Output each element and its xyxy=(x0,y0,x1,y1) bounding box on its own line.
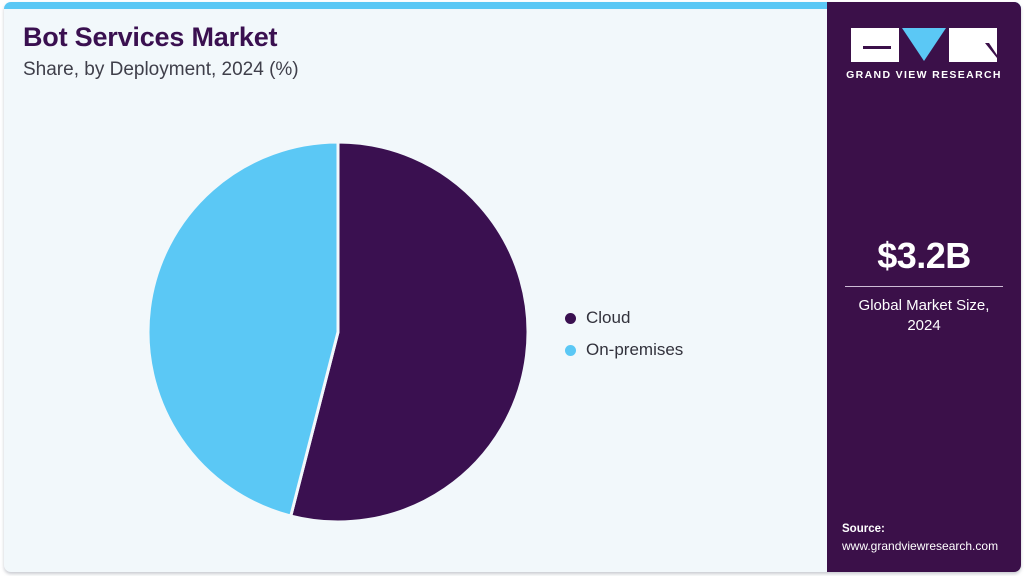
stat-caption: Global Market Size, 2024 xyxy=(858,296,990,334)
pie-slice-cloud[interactable] xyxy=(288,140,530,524)
legend-label: On-premises xyxy=(586,340,684,359)
source-label: Source: xyxy=(842,523,885,536)
market-size-stat: $3.2B Global Market Size, 2024 xyxy=(827,236,1021,336)
legend-item-on-premises[interactable]: On-premises xyxy=(565,334,795,366)
chart-card: Bot Services Market Share, by Deployment… xyxy=(4,2,1021,572)
source-block: Source: www.grandviewresearch.com xyxy=(842,521,1015,554)
legend-swatch-icon xyxy=(565,312,576,324)
top-accent-bar xyxy=(4,2,1021,9)
pie-chart xyxy=(146,140,530,524)
plot-area xyxy=(4,98,827,572)
gvr-logo-icon xyxy=(851,28,997,62)
source-url[interactable]: www.grandviewresearch.com xyxy=(842,538,999,553)
brand-wordmark: GRAND VIEW RESEARCH xyxy=(846,69,1002,81)
legend-label: Cloud xyxy=(586,308,631,327)
pie-slice-on-premises[interactable] xyxy=(146,140,340,518)
chart-legend: Cloud On-premises xyxy=(565,302,795,366)
page-title: Bot Services Market xyxy=(23,22,278,52)
legend-item-cloud[interactable]: Cloud xyxy=(565,302,795,334)
chart-header: Bot Services Market Share, by Deployment… xyxy=(23,22,663,82)
brand-logo: GRAND VIEW RESEARCH xyxy=(827,28,1021,81)
pie-slices xyxy=(146,140,530,524)
stat-divider xyxy=(845,285,1003,287)
stat-value: $3.2B xyxy=(877,235,971,276)
legend-swatch-icon xyxy=(565,344,576,356)
chart-subtitle: Share, by Deployment, 2024 (%) xyxy=(23,59,299,81)
side-panel: GRAND VIEW RESEARCH $3.2B Global Market … xyxy=(827,2,1021,572)
